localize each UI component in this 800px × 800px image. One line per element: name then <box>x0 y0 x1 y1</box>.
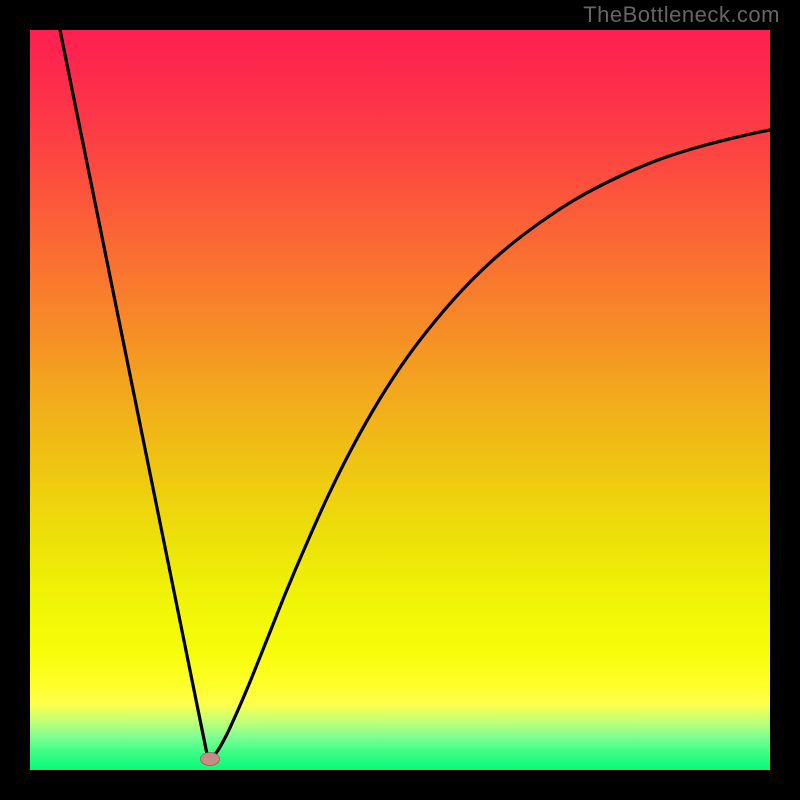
chart-container <box>30 30 770 770</box>
gradient-background <box>30 30 770 770</box>
marker-dot <box>201 753 220 766</box>
bottleneck-chart <box>30 30 770 770</box>
watermark-text: TheBottleneck.com <box>583 2 780 28</box>
